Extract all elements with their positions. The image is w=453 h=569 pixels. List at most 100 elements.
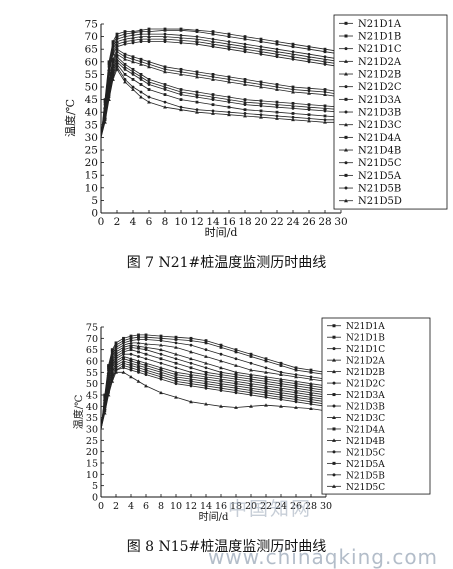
data-point [249,372,253,376]
data-point [249,355,253,358]
data-point [115,50,119,54]
legend-marker [344,59,348,63]
data-point [294,384,298,388]
data-point [147,62,151,66]
legend-marker [332,369,336,374]
data-point [163,34,167,38]
data-point [249,393,253,397]
data-point [264,388,268,392]
data-point [129,348,133,352]
data-point [323,90,327,94]
data-point [279,389,283,392]
data-point [259,104,263,108]
data-point [307,103,311,107]
data-point [307,47,311,51]
data-point [211,103,215,107]
data-point [103,120,107,124]
data-point [275,105,279,109]
data-point [275,55,279,59]
data-point [147,34,151,38]
data-point [195,92,199,96]
data-point [249,377,253,381]
data-point [275,47,279,51]
data-point [219,346,223,349]
data-point [131,67,135,71]
data-point [264,366,268,370]
data-point [227,80,231,84]
data-point [307,91,311,95]
series-line [100,367,327,430]
data-point [219,404,223,408]
legend-marker [332,473,336,477]
data-point [227,78,231,81]
x-tick-label: 16 [222,216,236,228]
data-point [204,382,208,386]
data-point [179,107,183,112]
data-point [249,380,253,383]
legend-label: N21D2C [346,380,385,390]
data-point [211,75,215,79]
data-point [163,105,167,109]
legend-label: N21D1C [358,44,402,55]
x-tick-label: 30 [334,216,347,228]
y-tick-label: 60 [85,56,98,68]
data-point [227,95,231,99]
data-point [259,52,263,56]
data-point [294,373,298,376]
data-point [115,35,119,38]
data-point [131,33,135,37]
data-point [227,110,231,114]
data-point [291,112,295,115]
data-point [279,398,283,401]
data-point [122,341,125,345]
data-point [114,366,118,370]
data-point [323,47,327,51]
legend-marker [344,148,348,152]
legend-label: N21D3A [346,391,385,401]
data-point [264,357,268,361]
data-point [159,334,163,338]
x-tick-label: 4 [128,501,134,512]
data-point [275,49,279,54]
data-point [195,73,199,76]
x-tick-label: 16 [215,501,227,512]
data-point [129,346,133,349]
data-point [107,60,111,64]
data-point [137,355,140,358]
data-point [189,350,193,354]
legend-label: N21D5C [346,448,385,458]
legend-marker [344,186,348,190]
data-point [309,393,313,397]
data-point [179,93,183,96]
data-point [309,386,313,390]
data-point [179,88,183,91]
legend-marker [332,427,336,431]
data-point [243,82,247,86]
data-point [179,98,183,101]
data-point [159,357,163,361]
data-point [309,375,313,379]
data-point [159,370,163,374]
data-point [121,345,126,349]
data-point [129,334,133,338]
legend-label: N21D1A [346,322,385,332]
data-point [243,78,247,81]
data-point [275,110,279,114]
data-point [137,366,140,370]
data-point [139,40,143,44]
series-line [100,68,341,138]
data-point [111,42,115,46]
data-point [107,97,111,101]
data-point [115,55,119,59]
legend-label: N21D2B [346,368,385,378]
data-point [234,370,238,374]
figure-caption-fig8: 图 8 N15#桩温度监测历时曲线 [126,539,327,555]
data-point [163,37,167,41]
data-point [243,114,247,118]
legend-marker [344,135,348,139]
data-point [264,403,268,407]
legend-marker [344,47,348,51]
x-tick-label: 18 [230,501,242,512]
data-point [189,336,193,340]
